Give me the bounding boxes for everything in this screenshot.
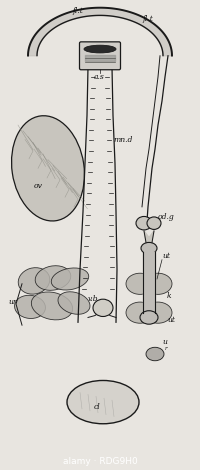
FancyBboxPatch shape xyxy=(80,42,120,70)
Text: cl: cl xyxy=(94,403,101,411)
Ellipse shape xyxy=(58,292,90,314)
Ellipse shape xyxy=(31,292,73,320)
Ellipse shape xyxy=(67,381,139,424)
Ellipse shape xyxy=(84,45,116,53)
Text: fl.t: fl.t xyxy=(72,8,83,16)
Text: ut: ut xyxy=(167,316,175,324)
Ellipse shape xyxy=(35,266,71,290)
Text: alamy · RDG9H0: alamy · RDG9H0 xyxy=(63,456,137,466)
Ellipse shape xyxy=(126,273,154,294)
Text: r: r xyxy=(165,346,168,351)
Ellipse shape xyxy=(12,116,84,221)
Text: v.b: v.b xyxy=(88,295,99,303)
Text: fl.t: fl.t xyxy=(142,15,153,23)
Text: od.g: od.g xyxy=(158,213,175,221)
Text: mn.d: mn.d xyxy=(113,136,132,144)
Ellipse shape xyxy=(141,243,157,254)
Ellipse shape xyxy=(147,217,161,229)
Text: a.s: a.s xyxy=(94,73,105,81)
Polygon shape xyxy=(28,8,172,56)
Text: ov: ov xyxy=(34,181,43,189)
Ellipse shape xyxy=(146,347,164,361)
Ellipse shape xyxy=(136,217,152,230)
Ellipse shape xyxy=(51,268,89,290)
Polygon shape xyxy=(143,252,155,313)
Ellipse shape xyxy=(93,299,113,316)
Text: ur: ur xyxy=(8,298,16,306)
Ellipse shape xyxy=(140,311,158,324)
Polygon shape xyxy=(144,231,154,243)
Text: u: u xyxy=(162,338,167,346)
Ellipse shape xyxy=(18,268,50,294)
Text: ut: ut xyxy=(162,252,170,260)
Ellipse shape xyxy=(144,302,172,323)
Text: k: k xyxy=(167,292,172,300)
Ellipse shape xyxy=(144,273,172,294)
Ellipse shape xyxy=(126,302,154,323)
Ellipse shape xyxy=(15,295,45,319)
